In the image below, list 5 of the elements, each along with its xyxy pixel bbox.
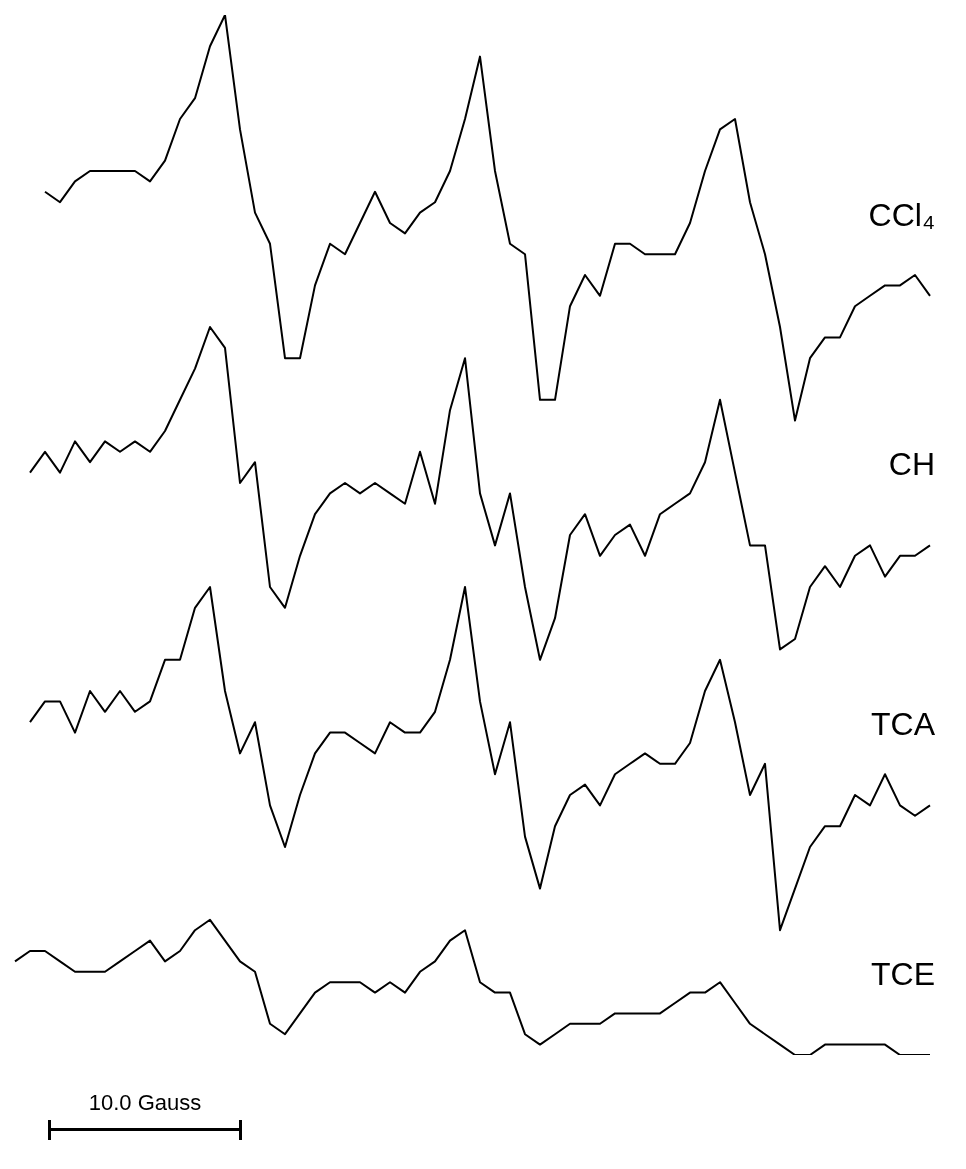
series-label: TCE (871, 956, 935, 992)
series-label: CCl₄ (868, 196, 935, 233)
series-label: CH (888, 446, 935, 483)
series-label: TCA (871, 706, 936, 743)
text: 10.0 Gauss (87, 1090, 203, 1116)
